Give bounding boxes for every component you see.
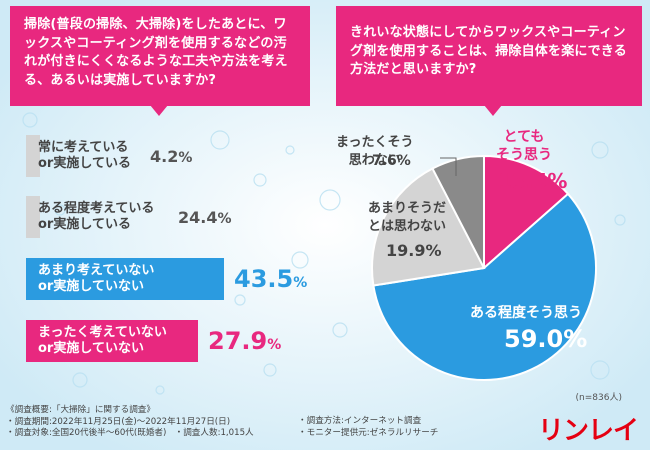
pie-category-label: とても そう思う [496,129,552,163]
bar-category-label: あまり考えていない or実施していない [38,263,155,294]
bar-category-label: 常に考えている or実施している [38,140,131,171]
left-question: 掃除(普段の掃除、大掃除)をしたあとに、ワックスやコーティング剤を使用するなどの… [10,6,310,116]
footer-title: 《調査概要:「大掃除」に関する調査》 [6,405,155,415]
bar [26,196,40,238]
footer-target: ・調査対象:全国20代後半～60代(既婚者) [6,428,167,438]
pie-category-label: ある程度そう思う [470,305,582,321]
bar-row: まったく考えていない or実施していない 27.9% [26,320,281,362]
leader-line [440,157,457,176]
pie-category-label: あまりそうだ とは思わない [368,201,447,234]
right-question: きれいな状態にしてからワックスやコーティング剤を使用することは、掃除自体を楽にで… [336,6,642,116]
survey-footer-right: ・調査方法:インターネット調査 ・モニター提供元:ゼネラルリサーチ [298,416,438,439]
pie-slice [431,154,485,269]
footer-target-row: ・調査対象:全国20代後半～60代(既婚者) ・調査人数:1,015人 [6,428,254,440]
bar-row: ある程度考えている or実施している 24.4% [26,196,232,238]
pie-slice [483,154,570,271]
pie-slice [371,167,486,287]
pie-slice [372,192,597,381]
bar-row: 常に考えている or実施している 4.2% [26,135,216,177]
bar-value-label: 43.5% [234,265,308,293]
survey-footer: 《調査概要:「大掃除」に関する調査》 ・調査期間:2022年11月25日(金)～… [6,405,254,440]
pie-value-label: 13.5% [498,169,568,193]
bar-category-label: まったく考えていない or実施していない [38,325,167,356]
bar-value-label: 27.9% [208,327,282,355]
brand-logo: リンレイ [537,416,639,446]
footer-period: ・調査期間:2022年11月25日(金)～2022年11月27日(日) [6,416,231,427]
pie-value-label: 59.0% [504,325,588,353]
sample-size: (n=836人) [575,393,622,403]
bar [26,135,40,177]
pie-value-label: 7.6% [372,153,411,169]
bar-row: あまり考えていない or実施していない 43.5% [26,258,307,300]
bar [26,258,224,300]
bar [26,320,198,362]
pie-category-label: まったくそう 思わない [336,135,414,168]
pie-value-label: 19.9% [386,241,442,260]
bar-value-label: 24.4% [178,207,232,227]
footer-count: ・調査人数:1,015人 [174,428,254,438]
bar-value-label: 4.2% [150,146,193,166]
footer-provider: ・モニター提供元:ゼネラルリサーチ [298,427,439,438]
bar-category-label: ある程度考えている or実施している [38,201,155,232]
footer-method: ・調査方法:インターネット調査 [298,416,422,426]
